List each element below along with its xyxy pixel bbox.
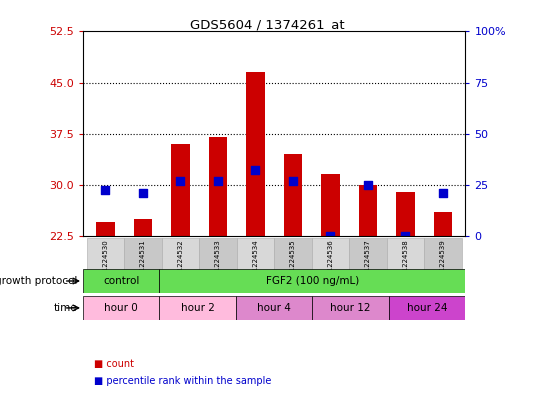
Text: GSM1224532: GSM1224532: [178, 239, 184, 286]
Text: GSM1224538: GSM1224538: [402, 239, 408, 286]
Point: [439, 190, 447, 196]
Text: hour 4: hour 4: [257, 303, 291, 313]
Text: GSM1224537: GSM1224537: [365, 239, 371, 286]
Bar: [236, 296, 312, 320]
Text: hour 2: hour 2: [181, 303, 215, 313]
Bar: [171, 144, 190, 236]
Bar: [312, 296, 389, 320]
Point: [251, 167, 259, 173]
Text: hour 0: hour 0: [104, 303, 138, 313]
Text: ■ percentile rank within the sample: ■ percentile rank within the sample: [94, 376, 271, 386]
Text: GSM1224531: GSM1224531: [140, 239, 146, 286]
Bar: [424, 238, 462, 293]
Text: GDS5604 / 1374261_at: GDS5604 / 1374261_at: [190, 18, 345, 31]
Bar: [274, 238, 312, 293]
Bar: [321, 174, 340, 236]
Text: GSM1224539: GSM1224539: [440, 239, 446, 286]
Bar: [83, 296, 159, 320]
Bar: [396, 191, 415, 236]
Text: control: control: [103, 276, 139, 286]
Bar: [236, 238, 274, 293]
Text: hour 24: hour 24: [407, 303, 447, 313]
Point: [176, 178, 185, 184]
Point: [364, 182, 372, 188]
Point: [326, 233, 335, 239]
Point: [213, 178, 222, 184]
Point: [289, 178, 297, 184]
Bar: [284, 154, 302, 236]
Point: [101, 187, 110, 193]
Text: time: time: [54, 303, 78, 313]
Text: GSM1224533: GSM1224533: [215, 239, 221, 286]
Bar: [358, 185, 377, 236]
Bar: [209, 137, 227, 236]
Bar: [96, 222, 115, 236]
Bar: [83, 269, 159, 293]
Bar: [124, 238, 162, 293]
Text: GSM1224535: GSM1224535: [290, 239, 296, 286]
Bar: [433, 212, 452, 236]
Text: FGF2 (100 ng/mL): FGF2 (100 ng/mL): [266, 276, 359, 286]
Point: [401, 233, 410, 239]
Text: GSM1224536: GSM1224536: [327, 239, 333, 286]
Text: GSM1224530: GSM1224530: [102, 239, 109, 286]
Bar: [134, 219, 152, 236]
Text: hour 12: hour 12: [331, 303, 371, 313]
Bar: [387, 238, 424, 293]
Text: ■ count: ■ count: [94, 358, 134, 369]
Bar: [87, 238, 124, 293]
Bar: [349, 238, 387, 293]
Point: [139, 190, 147, 196]
Bar: [246, 72, 265, 236]
Text: GSM1224534: GSM1224534: [253, 239, 258, 286]
Bar: [312, 238, 349, 293]
Bar: [159, 296, 236, 320]
Bar: [199, 238, 236, 293]
Bar: [159, 269, 465, 293]
Bar: [389, 296, 465, 320]
Bar: [162, 238, 199, 293]
Text: growth protocol: growth protocol: [0, 276, 78, 286]
